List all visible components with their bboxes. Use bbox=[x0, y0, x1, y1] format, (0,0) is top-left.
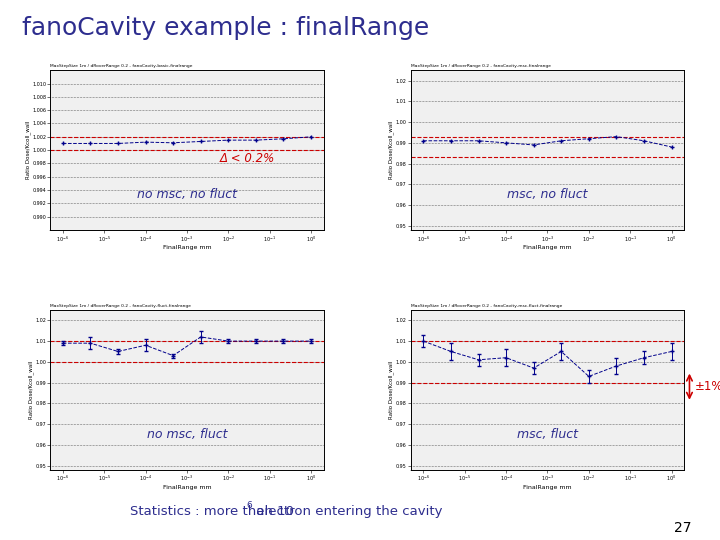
Text: fanoCavity example : finalRange: fanoCavity example : finalRange bbox=[22, 16, 429, 40]
X-axis label: FinalRange mm: FinalRange mm bbox=[523, 245, 572, 250]
Y-axis label: Ratio Dose/Kcoll_wall: Ratio Dose/Kcoll_wall bbox=[28, 361, 34, 419]
X-axis label: FinalRange mm: FinalRange mm bbox=[163, 485, 211, 490]
Text: Δ < 0.2%: Δ < 0.2% bbox=[220, 152, 274, 165]
Text: electron entering the cavity: electron entering the cavity bbox=[252, 505, 443, 518]
Text: MaxStepSize 1m / dRoverRange 0.2 - fanoCavity-msc-fluct-finalrange: MaxStepSize 1m / dRoverRange 0.2 - fanoC… bbox=[411, 304, 562, 308]
Y-axis label: Ratio Dose/Kcoll_wall: Ratio Dose/Kcoll_wall bbox=[389, 361, 395, 419]
Text: 27: 27 bbox=[674, 521, 691, 535]
X-axis label: FinalRange mm: FinalRange mm bbox=[163, 245, 211, 250]
Text: MaxStepSize 1m / dRoverRange 0.2 - fanoCavity-msc-finalrange: MaxStepSize 1m / dRoverRange 0.2 - fanoC… bbox=[411, 64, 551, 69]
Text: 6: 6 bbox=[246, 501, 252, 510]
X-axis label: FinalRange mm: FinalRange mm bbox=[523, 485, 572, 490]
Text: msc, fluct: msc, fluct bbox=[517, 428, 578, 441]
Text: Statistics : more than 10: Statistics : more than 10 bbox=[130, 505, 294, 518]
Y-axis label: Ratio Dose/Kcoll_wall: Ratio Dose/Kcoll_wall bbox=[389, 121, 395, 179]
Text: ±1%: ±1% bbox=[695, 380, 720, 393]
Y-axis label: Ratio Dose/Kcoll_wall: Ratio Dose/Kcoll_wall bbox=[25, 121, 31, 179]
Text: MaxStepSize 1m / dRoverRange 0.2 - fanoCavity-fluct-finalrange: MaxStepSize 1m / dRoverRange 0.2 - fanoC… bbox=[50, 304, 192, 308]
Text: msc, no fluct: msc, no fluct bbox=[507, 188, 588, 201]
Text: no msc, no fluct: no msc, no fluct bbox=[137, 188, 237, 201]
Text: no msc, fluct: no msc, fluct bbox=[147, 428, 228, 441]
Text: MaxStepSize 1m / dRoverRange 0.2 - fanoCavity-basic-finalrange: MaxStepSize 1m / dRoverRange 0.2 - fanoC… bbox=[50, 64, 193, 69]
